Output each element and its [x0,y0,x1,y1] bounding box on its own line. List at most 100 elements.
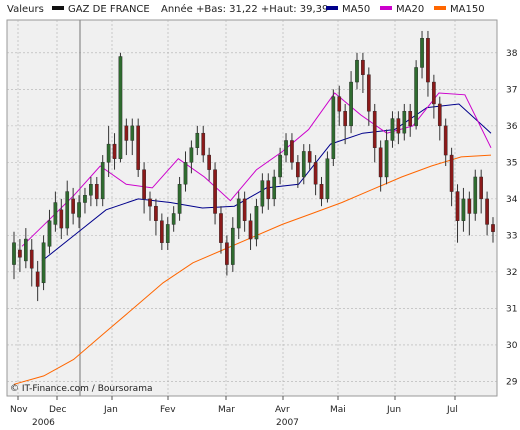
candle-body [266,180,271,200]
candle [449,147,454,207]
candle-body [254,205,259,240]
candle-body [343,111,347,127]
candle [390,111,395,148]
candle [236,191,241,240]
y-tick-label: 34 [506,195,518,205]
candle-body [53,202,58,225]
candle-body [160,220,164,243]
candle-body [361,59,365,75]
candle [47,209,52,254]
candle-body [230,227,235,265]
candle [160,213,164,250]
candle [35,260,40,302]
candle-body [183,162,188,185]
x-year-label: 2007 [276,418,299,428]
candle-body [112,143,117,159]
candle-body [189,147,194,163]
ma150-series [13,154,492,385]
candle [378,140,383,192]
candle [225,235,229,276]
y-tick-label: 29 [506,377,518,387]
candle-body [402,111,407,134]
candle-body [213,169,217,214]
candle-body [177,184,182,214]
candle [272,169,277,207]
candle-body [485,198,489,225]
candle-body [390,118,395,141]
candle-body [77,202,81,218]
candle-body [296,162,300,178]
candle-body [142,169,146,200]
candle-body [12,242,16,265]
candle [118,52,123,163]
ma20-series [21,92,492,247]
candle [53,191,58,232]
y-tick-label: 38 [506,49,518,59]
candle [331,89,336,167]
candle [77,195,81,229]
candle-body [24,238,28,262]
legend-security-name: GAZ DE FRANCE [68,4,150,15]
candle-body [461,198,466,221]
x-axis: Nov Dec Jan Fev Mar Avr Mai Jun Jul 2006 2007 [10,396,458,428]
candle-body [384,140,389,178]
candle-body [41,242,46,284]
candle [461,187,466,232]
candle-body [124,125,129,141]
candle [248,213,253,250]
x-tick-label: Jul [446,405,458,415]
candle [467,191,472,236]
candle-body [443,125,448,156]
candle [479,169,483,214]
x-tick-label: Nov [10,405,28,415]
candle-body [65,191,70,229]
candle-body [89,184,93,196]
candle [307,144,312,170]
candle-body [136,125,141,170]
candle [485,191,489,236]
legend-bar: Valeurs GAZ DE FRANCE Année +Bas: 31,22 … [7,3,485,15]
candle-body [219,213,223,243]
candle [177,176,182,221]
candle [183,151,188,192]
candle-body [47,220,52,247]
x-tick-label: Dec [49,405,66,415]
candle-body [355,59,359,83]
candlestick-series [12,30,495,302]
candle-body [301,151,306,178]
candle-body [59,209,64,229]
candle [296,155,300,188]
candle [230,217,235,272]
candle [420,30,424,79]
candle [426,30,430,97]
candle [325,151,330,203]
candle-body [378,147,383,178]
candle-body [284,140,288,156]
candle-body [278,154,282,178]
candle [24,228,28,269]
candle-body [100,162,105,200]
candle-body [154,205,158,221]
legend-ma20-swatch [380,6,392,10]
candle [349,71,353,134]
y-tick-label: 32 [506,268,517,278]
candle [89,176,93,207]
candle [12,231,16,280]
candle [71,187,75,225]
candle [165,217,170,250]
candle-body [372,111,377,148]
candle [154,198,158,236]
candle-body [225,242,229,265]
legend-ma150-swatch [434,6,446,10]
candle-body [29,249,34,269]
candle [313,155,318,196]
candle-body [248,220,253,240]
candle [491,217,495,243]
x-tick-label: Fev [160,405,176,415]
candle-body [106,143,111,163]
candle-body [260,180,265,207]
candle [18,239,22,272]
y-tick-label: 37 [506,85,517,95]
candle-body [195,132,200,148]
